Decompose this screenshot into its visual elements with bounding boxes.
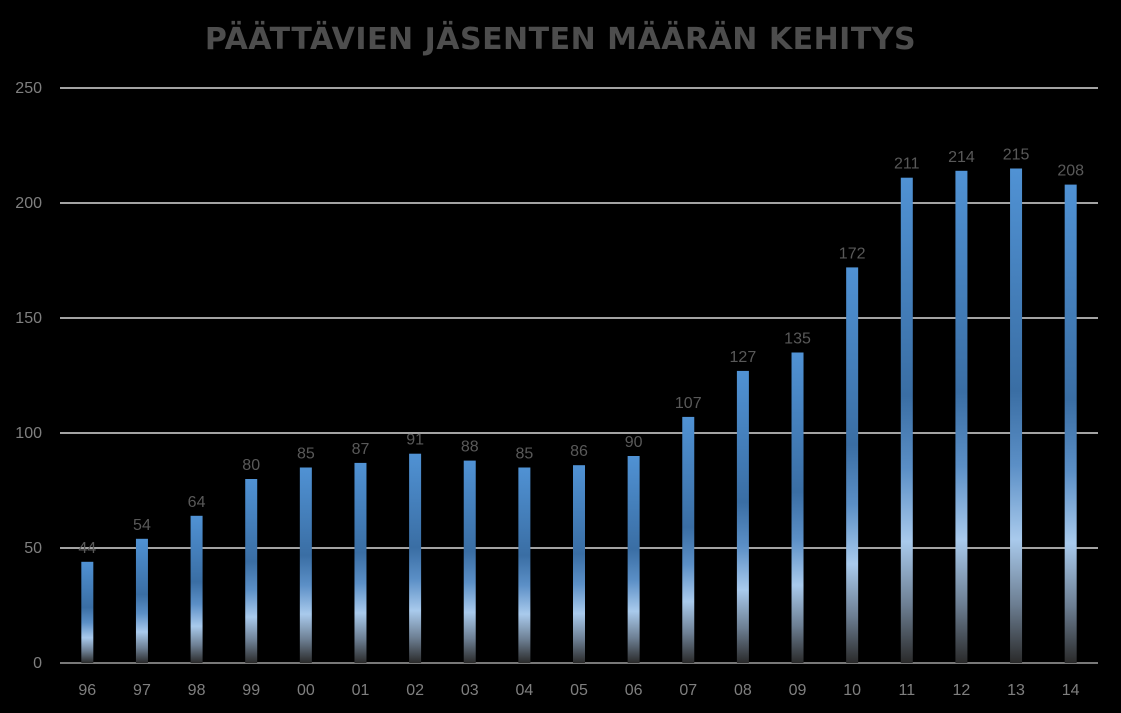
x-tick-label-12: 12 bbox=[953, 682, 971, 699]
x-tick-label-96: 96 bbox=[78, 682, 96, 699]
bar-07 bbox=[682, 416, 695, 663]
chart-title: PÄÄTTÄVIEN JÄSENTEN MÄÄRÄN KEHITYS bbox=[204, 22, 917, 57]
data-label-07: 107 bbox=[675, 395, 702, 412]
x-tick-label-00: 00 bbox=[297, 682, 315, 699]
bar-09 bbox=[791, 352, 804, 663]
bar-01 bbox=[354, 462, 367, 663]
x-tick-label-14: 14 bbox=[1062, 682, 1080, 699]
bar-08 bbox=[736, 370, 749, 663]
data-label-11: 211 bbox=[894, 156, 920, 173]
data-label-05: 86 bbox=[570, 443, 588, 460]
bar-14 bbox=[1064, 184, 1077, 663]
x-tick-label-07: 07 bbox=[679, 682, 697, 699]
y-tick-label-150: 150 bbox=[15, 310, 42, 327]
x-tick-label-13: 13 bbox=[1007, 682, 1025, 699]
x-tick-label-01: 01 bbox=[352, 682, 370, 699]
y-axis-ticks: 0 50 100 150 200 250 bbox=[15, 80, 42, 672]
data-label-00: 85 bbox=[297, 446, 315, 463]
bar-10 bbox=[846, 267, 859, 663]
data-label-10: 172 bbox=[839, 245, 866, 262]
data-label-06: 90 bbox=[625, 434, 643, 451]
data-label-12: 214 bbox=[948, 149, 975, 166]
x-tick-label-08: 08 bbox=[734, 682, 752, 699]
x-tick-label-11: 11 bbox=[898, 682, 915, 699]
data-label-96: 44 bbox=[78, 540, 96, 557]
data-label-03: 88 bbox=[461, 439, 479, 456]
x-tick-label-09: 09 bbox=[789, 682, 807, 699]
y-tick-label-250: 250 bbox=[15, 80, 42, 97]
data-label-97: 54 bbox=[133, 517, 151, 534]
data-label-98: 64 bbox=[188, 494, 206, 511]
x-tick-label-04: 04 bbox=[515, 682, 533, 699]
bar-00 bbox=[299, 467, 312, 663]
x-tick-label-05: 05 bbox=[570, 682, 588, 699]
y-tick-label-100: 100 bbox=[15, 425, 42, 442]
y-tick-label-0: 0 bbox=[33, 655, 42, 672]
x-tick-label-10: 10 bbox=[843, 682, 861, 699]
x-tick-label-97: 97 bbox=[133, 682, 151, 699]
x-axis-ticks: 96 97 98 99 00 01 02 03 04 05 06 07 08 09 10 11 12 13 14 bbox=[78, 682, 1079, 699]
data-label-14: 208 bbox=[1057, 163, 1084, 180]
bar-02 bbox=[409, 453, 422, 663]
x-tick-label-03: 03 bbox=[461, 682, 479, 699]
x-tick-label-02: 02 bbox=[406, 682, 424, 699]
bar-99 bbox=[245, 479, 258, 663]
bar-03 bbox=[463, 460, 476, 663]
x-tick-label-98: 98 bbox=[188, 682, 206, 699]
bar-96 bbox=[81, 561, 94, 663]
data-label-99: 80 bbox=[242, 457, 260, 474]
data-label-09: 135 bbox=[784, 331, 811, 348]
data-labels: 44 54 64 80 85 87 91 88 85 86 90 107 127 135 172 211 214… bbox=[78, 147, 1084, 557]
bar-04 bbox=[518, 467, 531, 663]
x-tick-label-99: 99 bbox=[242, 682, 260, 699]
data-label-02: 91 bbox=[406, 432, 424, 449]
bar-12 bbox=[955, 170, 968, 664]
data-label-13: 215 bbox=[1003, 147, 1030, 164]
data-label-08: 127 bbox=[730, 349, 757, 366]
bar-06 bbox=[627, 456, 640, 663]
bars bbox=[81, 168, 1077, 664]
data-label-04: 85 bbox=[515, 446, 533, 463]
bar-98 bbox=[190, 515, 203, 663]
bar-97 bbox=[135, 538, 148, 663]
bar-13 bbox=[1010, 168, 1023, 663]
data-label-01: 87 bbox=[352, 441, 370, 458]
y-tick-label-50: 50 bbox=[24, 540, 42, 557]
bar-11 bbox=[900, 177, 913, 663]
x-tick-label-06: 06 bbox=[625, 682, 643, 699]
bar-05 bbox=[573, 465, 585, 663]
y-tick-label-200: 200 bbox=[15, 195, 42, 212]
